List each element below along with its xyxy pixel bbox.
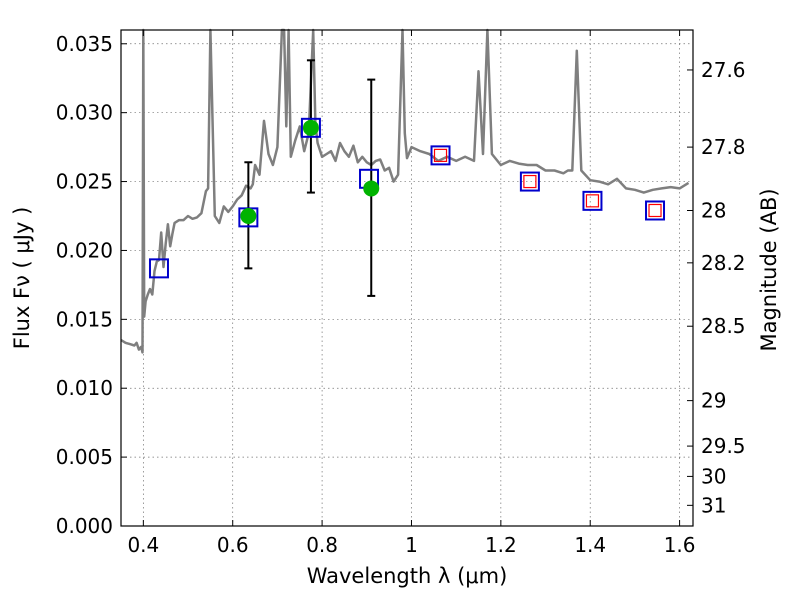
plot-frame [120,29,694,527]
right-tick-label: 28.2 [701,251,746,275]
right-tick-label: 31 [701,493,726,517]
photometry-box [582,190,603,211]
right-tick-label: 29.5 [701,434,746,458]
photometry-box [430,145,451,166]
photometry-box [645,200,666,221]
right-tick-label: 30 [701,464,726,488]
upper-limit-box [648,203,662,218]
right-axis-ticks: 27.6 27.8 28 28.2 28.5 29 29.5 30 31 [687,58,746,517]
x-tick-label: 0.4 [127,533,159,557]
y-tick-label: 0.020 [56,238,113,262]
photometry-box [519,171,540,192]
x-axis-label: Wavelength λ (μm) [307,564,508,588]
y-tick-label: 0.000 [56,514,113,538]
upper-limit-box [433,148,448,162]
right-tick-label: 27.6 [701,58,746,82]
x-tick-label: 1.4 [574,533,606,557]
detection-points [240,119,380,224]
upper-limit-box [523,174,537,189]
x-tick-label: 1 [405,533,418,557]
photometry-boxes [148,117,666,279]
model-spectrum-line [120,28,690,354]
detection-point [302,119,319,136]
detection-point [240,208,257,224]
photometry-box [300,117,321,138]
detection-point [363,180,380,197]
upper-limit-box [585,194,600,208]
x-tick-label: 1.2 [485,533,517,557]
photometry-box [148,258,169,279]
right-tick-label: 27.8 [701,135,746,159]
x-tick-label: 1.6 [664,533,696,557]
right-tick-label: 28 [701,198,726,222]
y-tick-label: 0.015 [56,307,113,331]
grid-lines [121,30,693,527]
y-axis-label: Flux Fν ( μJy ) [10,207,34,350]
y-tick-label: 0.035 [56,32,113,56]
right-tick-label: 28.5 [701,314,746,338]
right-axis-label: Magnitude (AB) [757,188,781,351]
x-tick-label: 0.8 [306,533,338,557]
y-tick-label: 0.030 [56,101,113,125]
model-spectrum [120,28,690,354]
y-tick-label: 0.010 [56,376,113,400]
y-tick-label: 0.005 [56,445,113,469]
y-tick-label: 0.025 [56,170,113,194]
y-axis-ticks: 0.000 0.005 0.010 0.015 0.020 0.025 0.030 0.035 [56,32,127,538]
right-tick-label: 29 [701,389,726,413]
x-axis-ticks: 0.4 0.6 0.8 1 1.2 1.4 1.6 [127,30,696,557]
x-tick-label: 0.6 [217,533,249,557]
